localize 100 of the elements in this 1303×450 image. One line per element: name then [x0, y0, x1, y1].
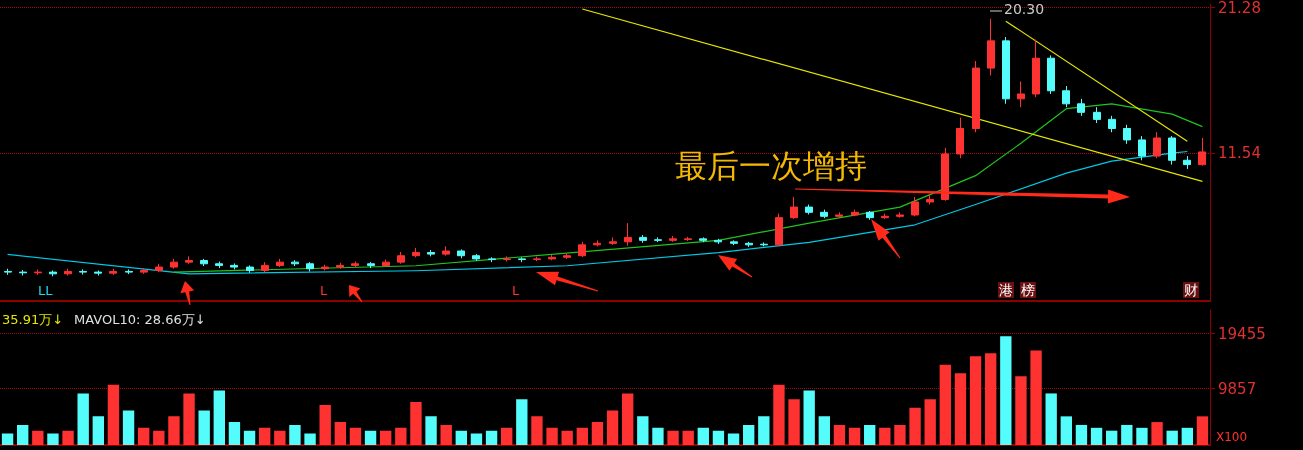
candlestick: [866, 210, 874, 221]
candlestick: [972, 60, 980, 133]
bar: [455, 430, 467, 445]
bar: [682, 430, 694, 445]
candlestick: [34, 268, 42, 276]
candlestick: [246, 264, 254, 274]
candlestick: [760, 241, 768, 247]
bar: [440, 424, 452, 445]
bar: [1000, 336, 1012, 445]
bar: [1121, 424, 1133, 445]
bar: [1196, 416, 1209, 445]
bar: [818, 416, 830, 445]
bar: [198, 410, 210, 445]
bar: [213, 390, 225, 445]
bar: [652, 427, 664, 445]
bar: [364, 430, 377, 445]
bar: [909, 407, 921, 445]
candlestick: [427, 249, 435, 257]
candlestick: [563, 252, 571, 260]
candlestick: [956, 117, 964, 159]
candlestick: [351, 260, 359, 268]
candlestick: [654, 236, 662, 243]
bar: [697, 427, 709, 445]
candlestick: [790, 196, 798, 220]
candlestick: [639, 234, 647, 244]
bar: [788, 399, 800, 445]
annotation: L: [512, 283, 520, 298]
bar: [924, 399, 936, 445]
annotation: 财: [1184, 282, 1198, 298]
candlestick: [19, 269, 27, 277]
annotation: 20.30: [1004, 1, 1045, 17]
candlestick: [714, 238, 722, 245]
bar: [1136, 427, 1148, 445]
annotation: MAVOL10: 28.66万↓: [74, 312, 206, 327]
candlestick: [4, 268, 12, 276]
bar: [153, 430, 165, 445]
bar: [334, 422, 346, 445]
candlestick: [94, 269, 102, 277]
bar: [637, 416, 649, 445]
candlestick: [1108, 115, 1116, 133]
bar: [1, 433, 14, 445]
y-tick-label: 19455: [1218, 324, 1266, 343]
candlestick: [820, 209, 828, 219]
candlestick: [64, 268, 72, 277]
candlestick: [367, 261, 375, 269]
candlestick: [442, 245, 450, 257]
candlestick: [503, 255, 511, 262]
candlestick: [79, 268, 87, 276]
bar: [1060, 416, 1072, 445]
candlestick: [699, 236, 707, 243]
bar: [969, 356, 982, 445]
bar: [743, 424, 755, 445]
candlestick: [261, 261, 269, 273]
bar: [349, 427, 362, 445]
text: X100: [1216, 430, 1248, 444]
bar: [591, 422, 604, 445]
bar: [168, 416, 180, 445]
bar: [1045, 393, 1057, 445]
bar: [485, 430, 498, 445]
bar: [531, 416, 543, 445]
candlestick: [382, 259, 390, 268]
candlestick: [548, 254, 556, 261]
candlestick: [49, 269, 57, 277]
bar: [516, 399, 528, 445]
bar: [864, 424, 876, 445]
bar: [848, 427, 861, 445]
bar: [274, 430, 286, 445]
candlestick: [1077, 98, 1085, 117]
y-tick-label: 21.28: [1218, 0, 1261, 17]
candlestick: [1198, 137, 1206, 167]
bar: [546, 427, 558, 445]
bar: [879, 427, 891, 445]
candlestick: [896, 211, 904, 219]
annotation: 最后一次增持: [675, 147, 867, 185]
bar: [758, 416, 770, 445]
bar: [667, 430, 679, 445]
candlestick: [1002, 36, 1010, 105]
candlestick: [488, 256, 496, 263]
candlestick: [1183, 155, 1191, 170]
candlestick: [805, 204, 813, 215]
candlestick: [881, 213, 889, 220]
candlestick: [155, 263, 163, 273]
candlestick: [1017, 80, 1025, 108]
candlestick: [851, 209, 859, 217]
candlestick: [321, 264, 329, 271]
bar: [606, 410, 619, 445]
bar: [470, 433, 483, 445]
bar: [32, 430, 44, 445]
bar: [561, 430, 573, 445]
bar: [122, 410, 135, 445]
bar: [228, 422, 241, 445]
candlestick: [775, 213, 783, 247]
bar: [1015, 376, 1027, 445]
y-tick-label: 9857: [1218, 379, 1257, 398]
bar: [304, 433, 316, 445]
candlestick: [1032, 39, 1040, 98]
candlestick: [609, 236, 617, 246]
bar: [17, 424, 29, 445]
bar: [712, 430, 725, 445]
annotation: 榜: [1021, 282, 1035, 298]
